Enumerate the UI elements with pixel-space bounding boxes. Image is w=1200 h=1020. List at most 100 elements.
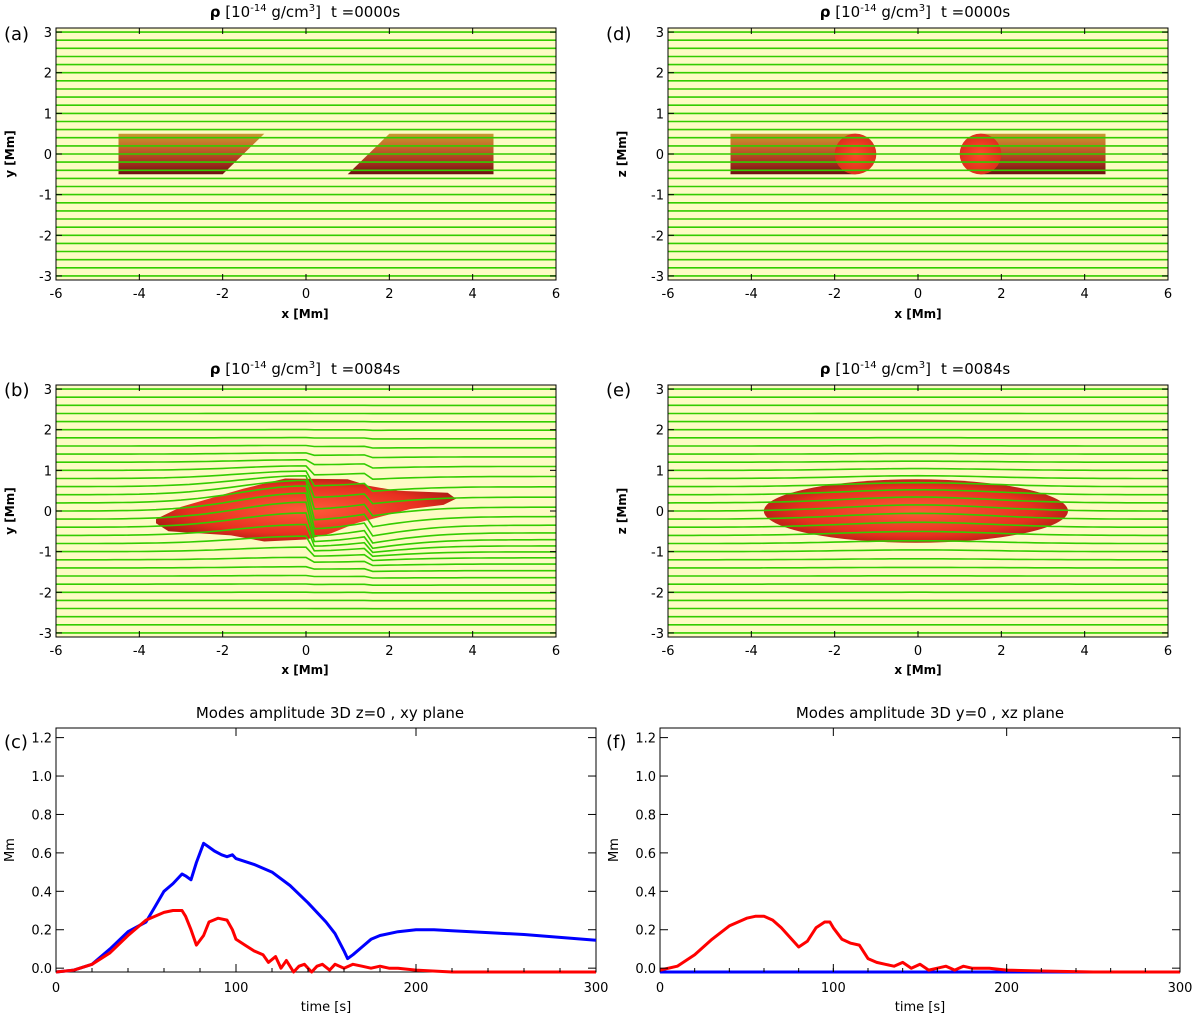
x-tick-label: -6 [50,287,63,302]
y-tick-label: -3 [39,627,52,642]
title-f: Modes amplitude 3D y=0 , xz plane [796,704,1064,722]
y-tick-label: 1 [656,464,664,479]
panel-f: (f) Modes amplitude 3D y=0 , xz plane 0 1… [606,704,1192,1015]
ylabel-c: Mm [3,838,18,862]
y-tick-label: -3 [651,627,664,642]
field-line [667,467,1169,472]
x-tick-label: 100 [821,981,846,996]
field-line [668,530,1168,537]
panel-b: (b) ρ [10-14 g/cm3] t =0084s -6 -4 -2 0 2 4 6 -3… [3,360,560,677]
y-tick-label: 0.6 [635,847,656,862]
ylabel-e: z [Mm] [615,488,629,535]
x-tick-label: 4 [469,287,477,302]
field-line [56,556,556,567]
y-tick-label: 3 [44,383,52,398]
x-tick-label: -2 [828,644,841,659]
ticks-e: -6 -4 -2 0 2 4 6 -3 -2 -1 0 1 2 3 [651,383,1172,659]
field-line [56,546,556,562]
y-tick-label: -1 [651,189,664,204]
field-line [56,459,556,469]
y-tick-label: 1 [44,464,52,479]
x-tick-label: -4 [133,287,146,302]
x-tick-label: -4 [745,644,758,659]
x-tick-label: 200 [404,981,429,996]
title-d: ρ [10-14 g/cm3] t =0000s [820,3,1011,21]
x-tick-label: 0 [656,981,664,996]
x-tick-label: -4 [745,287,758,302]
field-lines-d [668,31,1168,277]
field-line [56,474,556,505]
x-tick-label: -6 [50,644,63,659]
x-tick-label: 4 [1081,644,1089,659]
field-line [56,591,556,594]
field-line [668,540,1168,545]
x-tick-label: 2 [997,644,1005,659]
density-shapes-e [763,479,1068,543]
x-tick-label: 100 [224,981,249,996]
panel-label-f: (f) [606,732,626,753]
y-tick-label: 0.0 [31,962,52,977]
x-tick-label: 4 [1081,287,1089,302]
x-tick-label: 4 [469,644,477,659]
field-line [56,523,556,554]
y-tick-label: 0 [44,148,52,163]
field-line [56,583,556,586]
x-tick-label: 200 [994,981,1019,996]
y-tick-label: -3 [39,270,52,285]
y-tick-label: -1 [651,546,664,561]
title-a: ρ [10-14 g/cm3] t =0000s [210,3,401,21]
y-tick-label: 2 [44,424,52,439]
field-line [56,479,556,517]
panel-label-e: (e) [606,380,631,401]
x-tick-label: -2 [216,287,229,302]
y-tick-label: 1.0 [31,770,52,785]
field-line [668,474,1168,480]
y-tick-label: -1 [39,546,52,561]
ylabel-d: z [Mm] [615,131,629,178]
panel-label-c: (c) [4,732,28,753]
field-line [668,481,1168,488]
field-line [56,428,556,432]
ylabel-a: y [Mm] [3,130,17,177]
y-tick-label: 3 [656,26,664,41]
field-line [56,512,556,550]
y-tick-label: -1 [39,189,52,204]
field-line [56,485,557,528]
panel-label-d: (d) [606,24,631,45]
field-line [56,452,556,459]
x-tick-label: -4 [133,644,146,659]
x-tick-label: 2 [385,644,393,659]
axes-frame-c [55,727,597,973]
ticks-a: -6 -4 -2 0 2 4 6 -3 -2 -1 0 1 2 3 [39,26,560,302]
field-line [668,452,1168,455]
x-tick-label: 6 [552,287,560,302]
x-tick-label: -2 [828,287,841,302]
x-tick-label: 0 [52,981,60,996]
title-c: Modes amplitude 3D z=0 , xy plane [196,704,464,722]
y-tick-label: -2 [651,229,664,244]
y-tick-label: 0 [656,505,664,520]
field-line [56,535,556,558]
field-line [668,460,1168,463]
field-line [55,465,556,481]
field-line [56,501,556,544]
field-line [668,512,1168,520]
field-line [668,489,1168,496]
y-tick-label: -2 [39,229,52,244]
field-line [668,521,1168,528]
ticks-c: 0 100 200 300 0.0 0.2 0.4 0.6 0.8 1.0 1.2 [31,728,608,996]
xlabel-f: time [s] [895,1000,945,1015]
series-f [659,914,1180,974]
density-merged-blob [763,479,1068,543]
xlabel-c: time [s] [301,1000,351,1015]
field-line [668,549,1168,553]
y-tick-label: 1.0 [635,770,656,785]
panel-e: (e) ρ [10-14 g/cm3] t =0084s -6 -4 -2 0 2 4 6 -3… [606,360,1172,677]
x-tick-label: 300 [584,981,609,996]
field-line [667,496,1169,504]
y-tick-label: -2 [39,586,52,601]
field-line [56,436,556,440]
ticks-f: 0 100 200 300 0.0 0.2 0.4 0.6 0.8 1.0 1.2 [635,728,1192,996]
y-tick-label: -2 [651,586,664,601]
x-tick-label: 0 [302,287,310,302]
